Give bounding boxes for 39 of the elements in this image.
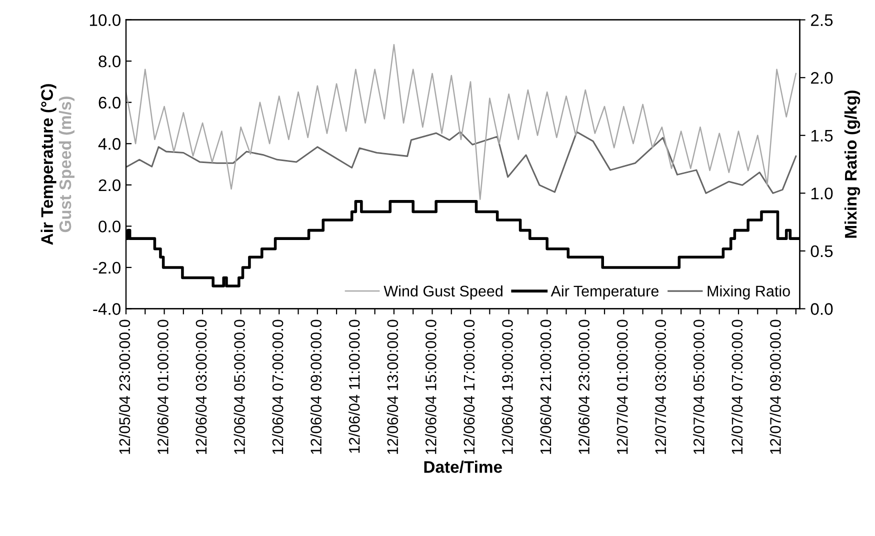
x-tick-label: 12/07/04 01:00:00.0	[616, 320, 628, 454]
x-tick-label: 12/06/04 17:00:00.0	[463, 320, 475, 454]
y-tick-label: 6.0	[98, 96, 120, 109]
x-tick-label: 12/06/04 15:00:00.0	[425, 320, 436, 454]
y-tick-label: 2.0	[98, 179, 120, 192]
x-tick-label: 12/06/04 21:00:00.0	[540, 320, 552, 454]
legend-label: Mixing Ratio	[708, 285, 790, 300]
y2-tick-label: 2.0	[811, 72, 833, 84]
y-axis-title: Air Temperature (°C) Gust Speed (m/s)	[40, 84, 74, 245]
x-tick-label: 12/07/04 09:00:00.0	[770, 320, 781, 454]
y2-tick-label: 2.5	[811, 14, 833, 26]
y-tick-label: 4.0	[98, 138, 120, 150]
x-axis-title: Date/Time	[424, 460, 502, 474]
y2-tick-label: 0.0	[810, 303, 833, 315]
y2-tick-label: 1.0	[811, 188, 833, 200]
x-tick-label: 12/06/04 13:00:00.0	[386, 320, 398, 454]
x-tick-label: 12/07/04 07:00:00.0	[731, 320, 743, 454]
x-tick-label: 12/06/04 23:00:00.0	[578, 320, 590, 454]
y2-tick-label: 0.5	[810, 245, 833, 258]
x-tick-label: 12/06/04 19:00:00.0	[502, 320, 513, 454]
x-tick-label: 12/06/04 11:00:00.0	[348, 320, 360, 453]
y-tick-label: 0.0	[98, 220, 120, 232]
y-tick-label: 10.0	[90, 14, 120, 26]
x-tick-label: 12/06/04 01:00:00.0	[157, 320, 168, 454]
x-tick-label: 12/07/04 05:00:00.0	[693, 320, 704, 454]
x-tick-label: 12/06/04 09:00:00.0	[310, 320, 322, 454]
legend-label: Air Temperature	[550, 285, 658, 300]
y2-tick-label: 1.5	[811, 130, 833, 142]
x-tick-label: 12/07/04 03:00:00.0	[654, 320, 666, 454]
x-tick-label: 12/06/04 03:00:00.0	[195, 320, 207, 454]
y-tick-label: -4.0	[93, 303, 120, 315]
x-tick-label: 12/06/04 07:00:00.0	[272, 320, 284, 454]
y2-axis-title: Mixing Ratio (g/kg)	[844, 90, 860, 238]
line-series	[126, 44, 797, 200]
x-tick-label: 12/06/04 05:00:00.0	[234, 320, 245, 454]
y-tick-label: 8.0	[98, 56, 120, 68]
legend-label: Wind Gust Speed	[384, 285, 502, 300]
x-tick-label: 12/05/04 23:00:00.0	[118, 320, 130, 454]
y-tick-label: -2.0	[93, 262, 120, 274]
